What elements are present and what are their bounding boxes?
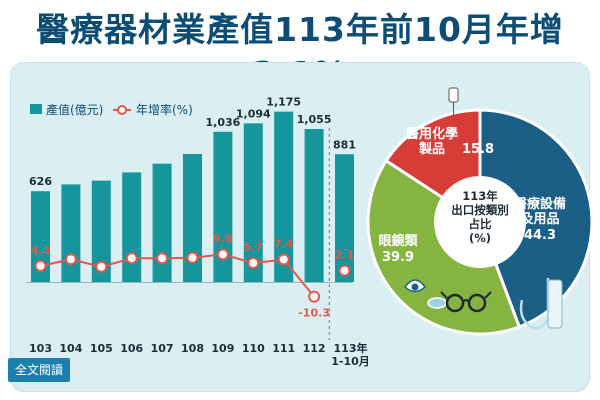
bar-value-label: 1,175 [266, 96, 301, 109]
pie-slice-label: 及用品 [520, 212, 559, 227]
glasses-left-lens-icon [445, 293, 465, 313]
bar-113年 [335, 154, 354, 282]
category-label: 105 [90, 342, 113, 355]
category-label: 107 [151, 342, 174, 355]
bar-110 [243, 123, 263, 283]
bar-104 [61, 184, 81, 282]
bar-value-label: 1,094 [236, 107, 271, 120]
glasses-frame-icon [440, 291, 492, 303]
pie-center-label: 113年 [462, 189, 498, 203]
pie-slice-value: 39.9 [382, 250, 414, 265]
pie-slice-label: 醫用化學 [406, 126, 458, 142]
legend-line-marker [117, 105, 127, 115]
bar-103 [31, 191, 50, 282]
pie-center-label: (%) [469, 231, 491, 245]
bar-value-label: 1,036 [206, 116, 241, 129]
growth-marker [216, 248, 229, 261]
growth-marker [338, 264, 351, 277]
growth-marker [247, 257, 260, 270]
bar-value-label: 1,055 [297, 113, 332, 126]
pie-slice-label: 製品 [418, 141, 445, 157]
bar-109 [213, 131, 233, 282]
iv-bag-icon [448, 87, 459, 103]
bar-value-label: 881 [333, 138, 356, 151]
pie-slice-value: 15.8 [462, 142, 494, 157]
growth-marker [64, 253, 77, 266]
glasses-right-lens-icon [467, 293, 487, 313]
category-label: 1-10月 [331, 355, 370, 368]
bar-111 [274, 111, 294, 282]
bar-108 [183, 153, 202, 282]
legend-line-label: 年增率(%) [136, 102, 193, 117]
bar-105 [91, 180, 111, 282]
read-full-text-button[interactable]: 全文閱讀 [8, 358, 70, 382]
medical-device-icon [519, 278, 550, 329]
pie-center-hole [434, 176, 526, 268]
growth-value-label: -10.3 [298, 307, 330, 320]
contact-lens-icon [427, 297, 447, 309]
growth-value-label: 2.1 [335, 249, 355, 262]
pie-slice-label: 眼鏡類 [378, 233, 418, 249]
category-label: 112 [303, 342, 326, 355]
bar-107 [152, 163, 172, 282]
category-label: 108 [181, 342, 204, 355]
growth-marker [156, 252, 169, 265]
category-label: 103 [29, 342, 52, 355]
pie-center-label: 出口按類別 [451, 203, 509, 217]
medical-machine-icon [547, 279, 563, 329]
growth-marker [308, 290, 321, 303]
growth-marker [186, 251, 199, 264]
growth-value-label: 9.8 [213, 232, 233, 245]
category-label: 111 [272, 342, 295, 355]
legend-bar-label: 產值(億元) [46, 102, 103, 117]
bar-112 [304, 129, 324, 282]
growth-value-label: 7.4 [274, 237, 294, 250]
legend-bar-swatch [30, 104, 42, 114]
growth-marker [34, 259, 47, 272]
category-label: 113年 [334, 341, 368, 355]
category-label: 110 [242, 342, 265, 355]
growth-marker [277, 253, 290, 266]
bar-value-label: 626 [29, 175, 52, 188]
category-label: 106 [120, 342, 143, 355]
growth-value-label: 4.3 [31, 244, 51, 257]
eye-pupil-icon [411, 283, 419, 291]
growth-marker [125, 252, 138, 265]
bar-106 [122, 172, 142, 282]
growth-marker [95, 260, 108, 273]
growth-line-drop [282, 258, 315, 298]
pie-slice-value: 44.3 [524, 228, 556, 243]
category-label: 109 [211, 342, 234, 355]
pie-center-label: 占比 [469, 217, 492, 231]
pie-slice-label: 醫療設備 [514, 196, 566, 212]
category-label: 104 [59, 342, 82, 355]
growth-value-label: 5.7 [244, 241, 264, 254]
